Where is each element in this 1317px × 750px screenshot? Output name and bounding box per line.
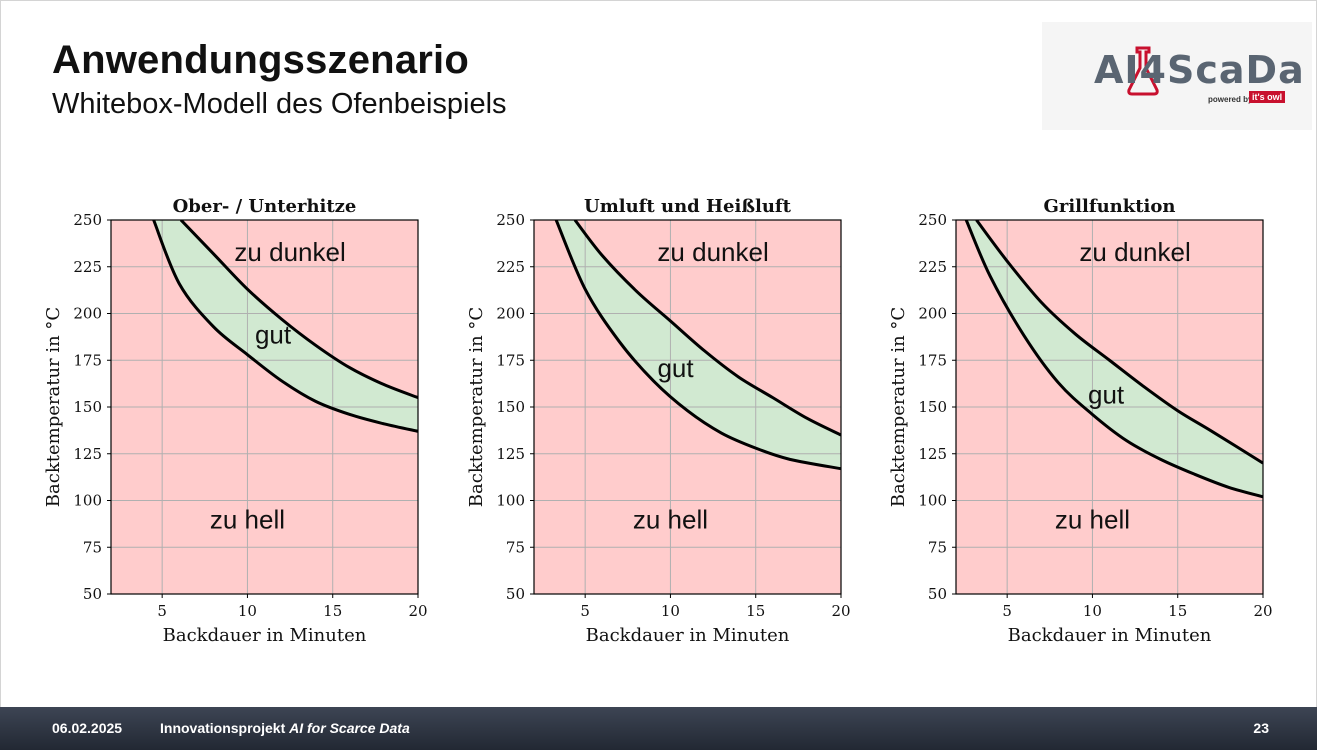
y-tick-label: 150 — [918, 398, 947, 416]
logo: AI4ScaDa powered by it's owl — [1042, 22, 1312, 130]
chart-2: 5 10 15 20 50 75 100 125 150 175 200 225 250 Umluft u… — [466, 196, 851, 646]
x-tick-label: 10 — [238, 602, 257, 620]
slide-subtitle: Whitebox-Modell des Ofenbeispiels — [52, 88, 507, 120]
good-band — [966, 220, 1263, 497]
y-tick-label: 250 — [918, 211, 947, 229]
y-tick-label: 75 — [83, 538, 102, 556]
y-tick-label: 150 — [496, 398, 525, 416]
chart-title: Ober- / Unterhitze — [173, 196, 357, 217]
y-tick-label: 125 — [73, 445, 102, 463]
y-tick-label: 250 — [496, 211, 525, 229]
region-label-too-light: zu hell — [210, 505, 285, 535]
y-tick-label: 175 — [918, 351, 947, 369]
x-tick-label: 5 — [157, 602, 167, 620]
y-tick-label: 200 — [496, 305, 525, 323]
upper-curve — [179, 220, 418, 400]
chart-3: 5 10 15 20 50 75 100 125 150 175 200 225 250 Grillfun… — [888, 196, 1273, 646]
y-tick-label: 225 — [496, 258, 525, 276]
x-tick-label: 10 — [1083, 602, 1102, 620]
footer-project: Innovationsprojekt AI for Scarce Data — [160, 720, 410, 736]
footer-date: 06.02.2025 — [52, 720, 123, 736]
region-label-too-dark: zu dunkel — [1079, 237, 1190, 267]
x-axis-label: Backdauer in Minuten — [163, 625, 367, 646]
y-tick-label: 50 — [928, 585, 947, 603]
x-tick-label: 15 — [323, 602, 342, 620]
flask-icon — [1127, 46, 1159, 96]
y-axis-label: Backtemperatur in °C — [466, 307, 487, 507]
region-label-too-dark: zu dunkel — [657, 237, 768, 267]
lower-curve — [964, 220, 1263, 499]
x-tick-label: 20 — [831, 602, 850, 620]
region-label-good: gut — [657, 353, 694, 383]
y-tick-label: 100 — [73, 492, 102, 510]
footer-page-number: 23 — [1253, 720, 1269, 736]
y-tick-label: 75 — [506, 538, 525, 556]
y-tick-label: 125 — [918, 445, 947, 463]
x-axis-label: Backdauer in Minuten — [1008, 625, 1212, 646]
y-axis-label: Backtemperatur in °C — [43, 307, 64, 507]
chart-1: 5 10 15 20 50 75 100 125 150 175 200 225 250 Ober- / … — [43, 196, 428, 646]
y-tick-label: 225 — [918, 258, 947, 276]
region-label-good: gut — [1088, 379, 1125, 409]
y-tick-label: 175 — [496, 351, 525, 369]
good-band — [153, 220, 418, 432]
x-axis-label: Backdauer in Minuten — [586, 625, 790, 646]
x-tick-label: 15 — [746, 602, 765, 620]
y-tick-label: 125 — [496, 445, 525, 463]
logo-owl-badge: it's owl — [1249, 91, 1286, 103]
upper-curve — [975, 220, 1263, 465]
y-tick-label: 150 — [73, 398, 102, 416]
y-tick-label: 100 — [918, 492, 947, 510]
y-axis-label: Backtemperatur in °C — [888, 307, 909, 507]
region-label-too-light: zu hell — [1055, 505, 1130, 535]
y-tick-label: 225 — [73, 258, 102, 276]
region-label-good: gut — [255, 319, 292, 349]
upper-curve — [573, 220, 841, 437]
y-tick-label: 175 — [73, 351, 102, 369]
y-tick-label: 50 — [83, 585, 102, 603]
footer-project-prefix: Innovationsprojekt — [160, 720, 290, 736]
y-tick-label: 75 — [928, 538, 947, 556]
region-label-too-light: zu hell — [633, 505, 708, 535]
y-tick-label: 250 — [73, 211, 102, 229]
x-tick-label: 5 — [580, 602, 590, 620]
logo-powered-by: powered by — [1208, 95, 1253, 104]
slide-title: Anwendungsszenario — [52, 38, 469, 82]
chart-title: Umluft und Heißluft — [584, 196, 792, 217]
footer: 06.02.2025 Innovationsprojekt AI for Sca… — [0, 707, 1317, 750]
y-tick-label: 200 — [73, 305, 102, 323]
x-tick-label: 20 — [1253, 602, 1272, 620]
y-tick-label: 200 — [918, 305, 947, 323]
charts-area: 5 10 15 20 50 75 100 125 150 175 200 225 250 Ober- / … — [43, 196, 1273, 646]
footer-project-name: AI for Scarce Data — [289, 720, 410, 736]
region-label-too-dark: zu dunkel — [234, 237, 345, 267]
x-tick-label: 20 — [408, 602, 427, 620]
y-tick-label: 50 — [506, 585, 525, 603]
x-tick-label: 10 — [661, 602, 680, 620]
chart-title: Grillfunktion — [1043, 196, 1175, 217]
x-tick-label: 5 — [1002, 602, 1012, 620]
logo-text: AI4ScaDa — [1094, 48, 1305, 92]
lower-curve — [554, 220, 841, 471]
lower-curve — [152, 220, 418, 433]
y-tick-label: 100 — [496, 492, 525, 510]
x-tick-label: 15 — [1168, 602, 1187, 620]
